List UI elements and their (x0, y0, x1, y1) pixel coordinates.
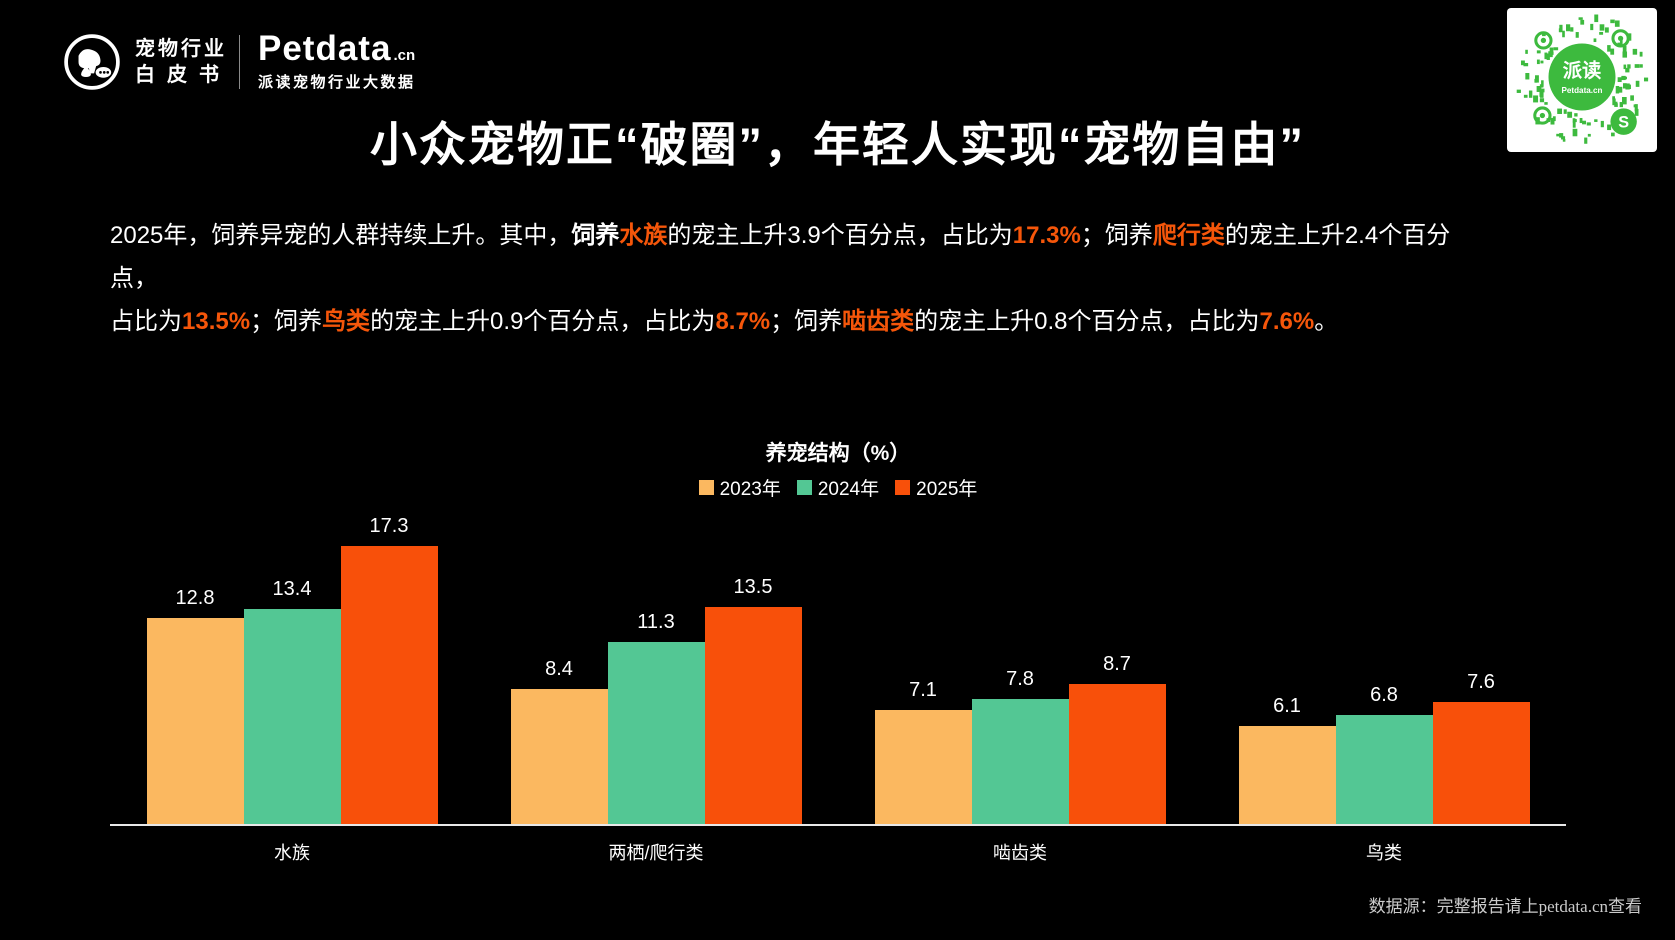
bar: 6.8 (1335, 684, 1433, 824)
text-segment: 8.7% (715, 308, 771, 335)
chart-legend: 2023年 2024年 2025年 (110, 474, 1566, 501)
legend-item: 2025年 (895, 474, 977, 501)
text-segment: 占比为 (110, 308, 182, 335)
bar: 12.8 (146, 587, 244, 824)
bar-value-label: 7.8 (1006, 668, 1034, 690)
pets-circle-icon (64, 34, 120, 90)
data-source-note: 数据源：完整报告请上petdata.cn查看 (1368, 897, 1642, 916)
text-segment: 饲养 (571, 222, 620, 249)
legend-label: 2025年 (916, 479, 978, 500)
bar-value-label: 8.7 (1103, 653, 1131, 675)
bar-group: 6.1 6.8 7.6 (1202, 534, 1566, 824)
chart-plot: 12.8 13.4 17.3 8.4 11.3 13.5 7.1 7.8 8.7 6.1 6.8 7.… (110, 515, 1566, 824)
legend-item: 2023年 (698, 474, 781, 501)
bar-value-label: 8.4 (545, 658, 573, 680)
text-segment: 的宠主上升0.8个百分点，占比为 (914, 308, 1260, 335)
text-segment: 水族 (619, 222, 668, 249)
bar-value-label: 6.1 (1273, 695, 1301, 717)
lead-line-1: 2025年，饲养异宠的人群持续上升。其中，饲养水族的宠主上升3.9个百分点，占比… (110, 214, 1460, 300)
svg-text:Petdata.cn: Petdata.cn (1561, 86, 1602, 95)
lead-paragraph: 2025年，饲养异宠的人群持续上升。其中，饲养水族的宠主上升3.9个百分点，占比… (110, 214, 1460, 343)
bar-value-label: 13.4 (272, 578, 312, 600)
lead-line-2: 占比为13.5%；饲养鸟类的宠主上升0.9个百分点，占比为8.7%；饲养啮齿类的… (110, 300, 1460, 343)
category-label: 水族 (274, 843, 310, 863)
x-axis-line (110, 824, 1566, 826)
text-segment: ；饲养 (1080, 222, 1153, 249)
text-segment: ；饲养 (250, 308, 323, 335)
bar: 17.3 (340, 515, 438, 824)
bar-group: 12.8 13.4 17.3 (110, 515, 474, 824)
qr-code: 派读 Petdata.cn S (1507, 8, 1657, 152)
chart-title: 养宠结构（%） (765, 442, 911, 465)
bar-group: 7.1 7.8 8.7 (838, 534, 1202, 824)
brand-block: Petdata .cn 派读宠物行业大数据 (258, 29, 416, 92)
bar-value-label: 13.5 (733, 576, 773, 598)
text-segment: 啮齿类 (842, 308, 915, 335)
bar: 8.7 (1068, 653, 1166, 824)
bar: 7.6 (1432, 671, 1530, 824)
text-segment: 2025年，饲养异宠的人群持续上升。其中， (110, 222, 572, 249)
text-segment: 鸟类 (322, 308, 371, 335)
bar-value-label: 11.3 (637, 611, 675, 633)
bar-value-label: 7.1 (909, 679, 937, 701)
bar-value-label: 12.8 (175, 587, 215, 609)
qr-pattern-icon: 派读 Petdata.cn S (1516, 14, 1649, 144)
bar-value-label: 6.8 (1370, 684, 1398, 706)
text-segment: 的宠主上升0.9个百分点，占比为 (370, 308, 716, 335)
text-segment: 。 (1314, 308, 1339, 335)
bar: 6.1 (1238, 695, 1336, 824)
text-segment: 13.5% (182, 308, 251, 335)
badge-line1: 宠物行业 (135, 38, 227, 60)
brand-suffix: .cn (393, 47, 416, 64)
x-axis-labels: 水族 两栖/爬行类 啮齿类 鸟类 (110, 839, 1566, 865)
category-label: 啮齿类 (993, 843, 1047, 863)
bar: 7.8 (971, 668, 1069, 824)
text-segment: 的宠主上升2.4个百分点， (110, 222, 1451, 292)
legend-swatch-icon (698, 480, 714, 495)
bar: 8.4 (510, 658, 608, 824)
text-segment: ；饲养 (770, 308, 843, 335)
brand-name: Petdata (258, 29, 392, 68)
legend-item: 2024年 (796, 474, 880, 501)
category-label: 鸟类 (1366, 843, 1402, 863)
text-segment: 17.3% (1012, 222, 1081, 249)
page-title: 小众宠物正“破圈”，年轻人实现“宠物自由” (370, 118, 1305, 171)
legend-swatch-icon (895, 480, 911, 495)
text-segment: 7.6% (1259, 308, 1315, 335)
svg-text:S: S (1618, 114, 1629, 132)
category-label: 两栖/爬行类 (608, 843, 704, 863)
legend-swatch-icon (796, 480, 812, 495)
bar: 13.5 (704, 576, 802, 824)
bar: 11.3 (607, 611, 705, 824)
brand-logo: 宠物行业 白皮书 Petdata .cn 派读宠物行业大数据 (63, 29, 416, 92)
bar-value-label: 17.3 (369, 515, 409, 537)
text-segment: 爬行类 (1152, 222, 1225, 249)
logo-divider (239, 35, 240, 89)
bar-group: 8.4 11.3 13.5 (474, 534, 838, 824)
bar-chart: 12.8 13.4 17.3 8.4 11.3 13.5 7.1 7.8 8.7 6.1 6.8 7.… (110, 515, 1566, 865)
text-segment: 的宠主上升3.9个百分点，占比为 (667, 222, 1013, 249)
brand-subtitle: 派读宠物行业大数据 (258, 74, 416, 91)
svg-text:派读: 派读 (1563, 59, 1602, 82)
badge-line2: 白皮书 (135, 64, 231, 86)
whitepaper-badge: 宠物行业 白皮书 (135, 36, 231, 88)
bar-value-label: 7.6 (1467, 671, 1495, 693)
legend-label: 2023年 (719, 479, 781, 500)
legend-label: 2024年 (817, 479, 880, 500)
bar: 13.4 (243, 578, 341, 824)
bar: 7.1 (874, 679, 972, 824)
